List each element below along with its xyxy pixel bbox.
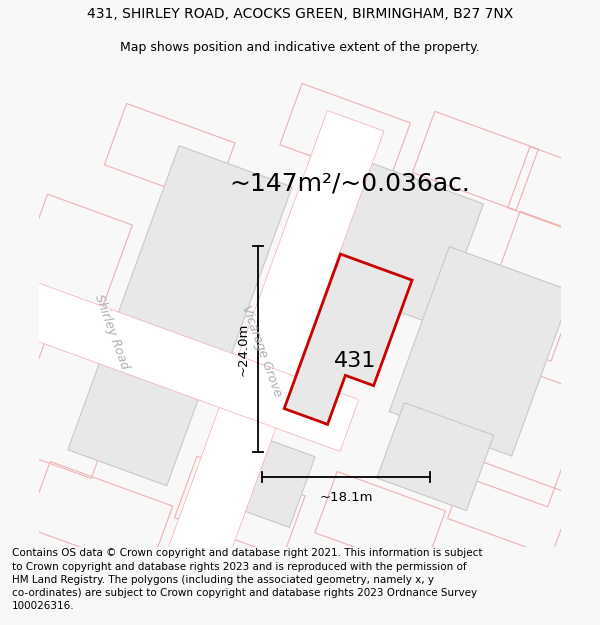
Polygon shape <box>118 146 292 356</box>
Polygon shape <box>389 247 572 456</box>
Text: Contains OS data © Crown copyright and database right 2021. This information is : Contains OS data © Crown copyright and d… <box>12 549 482 611</box>
Polygon shape <box>284 254 412 424</box>
Text: Map shows position and indicative extent of the property.: Map shows position and indicative extent… <box>120 41 480 54</box>
Polygon shape <box>68 328 211 486</box>
Polygon shape <box>0 221 359 451</box>
Polygon shape <box>307 156 484 326</box>
Text: 431, SHIRLEY ROAD, ACOCKS GREEN, BIRMINGHAM, B27 7NX: 431, SHIRLEY ROAD, ACOCKS GREEN, BIRMING… <box>87 8 513 21</box>
Text: ~24.0m: ~24.0m <box>237 322 250 376</box>
Text: Shirley Road: Shirley Road <box>92 292 131 371</box>
Polygon shape <box>205 426 315 528</box>
Text: Vicarage Grove: Vicarage Grove <box>239 304 284 399</box>
Text: 431: 431 <box>334 351 376 371</box>
Text: ~147m²/~0.036ac.: ~147m²/~0.036ac. <box>230 172 470 196</box>
Polygon shape <box>377 402 494 511</box>
Text: ~18.1m: ~18.1m <box>319 491 373 504</box>
Polygon shape <box>156 111 384 602</box>
